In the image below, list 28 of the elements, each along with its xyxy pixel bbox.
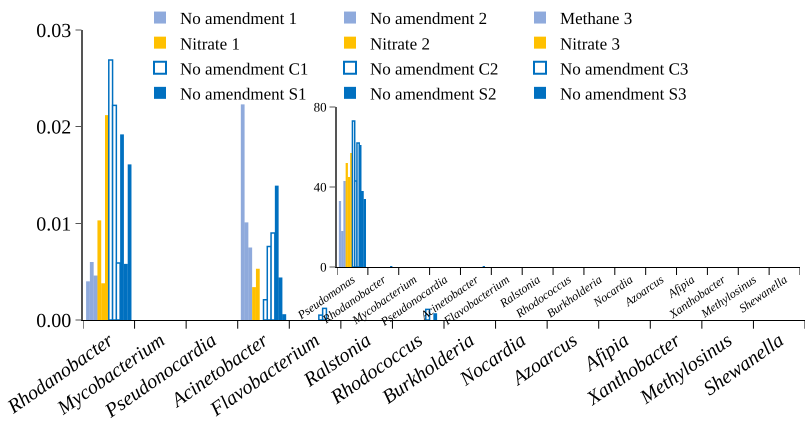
bar	[346, 163, 348, 267]
bar	[433, 313, 438, 320]
y-tick-label: 0.00	[36, 310, 72, 332]
bar	[128, 164, 132, 320]
legend-label: No amendment 2	[370, 9, 488, 28]
legend-label: Nitrate 1	[180, 34, 240, 54]
y-tick-label: 0.02	[36, 116, 72, 139]
legend-label: No amendment 1	[180, 9, 298, 28]
bar	[90, 262, 94, 320]
y-tick-label: 0	[320, 260, 327, 275]
legend-label: No amendment C2	[370, 59, 498, 78]
legend-label: No amendment S1	[180, 84, 307, 104]
y-tick-label: 0.01	[36, 213, 72, 236]
legend-label: No amendment S2	[370, 84, 497, 104]
legend-label: No amendment S3	[560, 84, 687, 104]
bar	[256, 268, 260, 320]
bar	[240, 104, 245, 320]
legend-label: No amendment C3	[560, 59, 688, 78]
y-tick-label: 40	[314, 180, 327, 195]
bar	[97, 220, 102, 320]
y-tick-label: 0.03	[36, 20, 72, 42]
legend-label: Methane 3	[560, 9, 632, 28]
bar	[274, 186, 279, 320]
y-tick-label: 80	[314, 100, 327, 115]
legend-label: Nitrate 2	[370, 34, 430, 54]
legend-label: No amendment C1	[180, 59, 308, 78]
bar	[359, 145, 362, 267]
legend-label: Nitrate 3	[560, 34, 620, 54]
